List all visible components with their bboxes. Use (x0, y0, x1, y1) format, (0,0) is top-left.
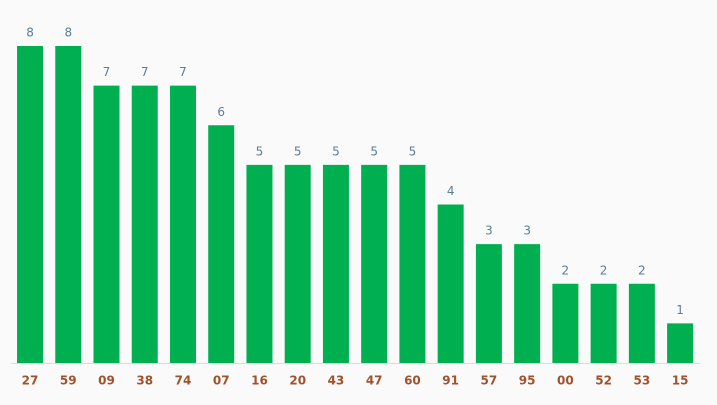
bar (93, 85, 120, 363)
value-label: 3 (485, 224, 493, 238)
value-label: 5 (256, 144, 264, 158)
x-tick-label: 09 (98, 374, 115, 388)
x-tick-label: 74 (175, 374, 192, 388)
x-tick-label: 95 (519, 374, 536, 388)
value-label: 7 (179, 65, 187, 79)
bar (399, 164, 426, 363)
x-tick-label: 53 (634, 374, 651, 388)
value-label: 2 (638, 263, 646, 277)
value-label: 8 (64, 26, 72, 40)
bar (169, 85, 196, 363)
bar (590, 283, 617, 363)
bar (284, 164, 311, 363)
value-label: 4 (447, 184, 455, 198)
bar (437, 204, 464, 363)
value-label: 1 (676, 303, 684, 317)
value-label: 3 (523, 224, 531, 238)
x-tick-label: 57 (481, 374, 498, 388)
x-tick-label: 59 (60, 374, 77, 388)
x-tick-label: 16 (251, 374, 268, 388)
value-label: 5 (370, 144, 378, 158)
value-label: 2 (562, 263, 570, 277)
value-label: 5 (294, 144, 302, 158)
value-label: 7 (103, 65, 111, 79)
value-label: 5 (332, 144, 340, 158)
bar (131, 85, 158, 363)
bar (17, 46, 44, 363)
x-tick-label: 15 (672, 374, 689, 388)
bar (552, 283, 579, 363)
x-tick-label: 00 (557, 374, 574, 388)
x-tick-label: 07 (213, 374, 230, 388)
x-tick-label: 91 (442, 374, 459, 388)
value-label: 5 (409, 144, 417, 158)
bar (475, 244, 502, 363)
bar (361, 164, 388, 363)
x-tick-label: 47 (366, 374, 383, 388)
x-tick-label: 52 (595, 374, 612, 388)
bar (628, 283, 655, 363)
bar (667, 323, 694, 363)
bar (208, 125, 235, 363)
x-tick-label: 43 (328, 374, 345, 388)
x-tick-label: 38 (136, 374, 153, 388)
bar (514, 244, 541, 363)
value-label: 7 (141, 65, 149, 79)
x-tick-label: 60 (404, 374, 421, 388)
bar (246, 164, 273, 363)
bar (322, 164, 349, 363)
x-tick-label: 20 (289, 374, 306, 388)
value-label: 2 (600, 263, 608, 277)
value-label: 8 (26, 26, 34, 40)
x-tick-label: 27 (22, 374, 39, 388)
value-label: 6 (217, 105, 225, 119)
bar (55, 46, 82, 363)
